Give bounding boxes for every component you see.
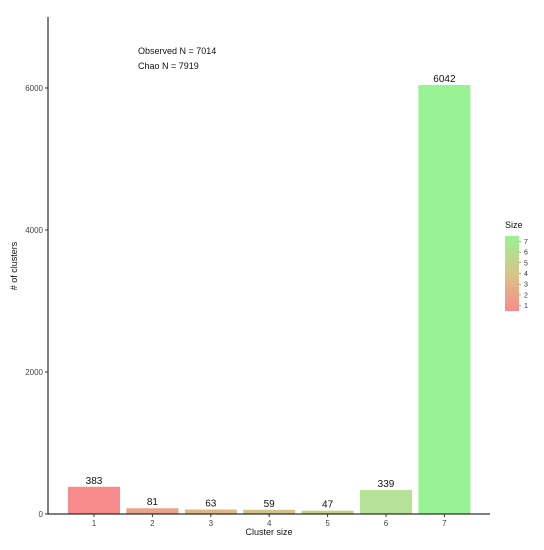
legend-labels-group: 7 6 5 4 3 2 1 (519, 239, 528, 310)
y-ticks-group: 0 2000 4000 6000 (25, 84, 48, 519)
legend-label-5: 5 (524, 260, 528, 267)
annotation-chao-n: Chao N = 7919 (138, 61, 199, 71)
x-axis-title: Cluster size (245, 527, 292, 537)
legend-label-3: 3 (524, 282, 528, 289)
legend-title: Size (505, 220, 523, 230)
legend-colorbar (505, 236, 519, 311)
data-label-2: 81 (147, 497, 159, 508)
x-tick-label-1: 1 (92, 519, 97, 528)
legend-label-7: 7 (524, 239, 528, 246)
x-tick-label-6: 6 (384, 519, 389, 528)
legend-label-2: 2 (524, 292, 528, 299)
data-label-4: 59 (264, 499, 276, 510)
legend: Size 7 6 5 4 3 2 1 (505, 220, 528, 311)
bar-4 (243, 509, 296, 514)
data-label-1: 383 (86, 476, 103, 487)
bar-1 (68, 486, 120, 514)
data-labels-group: 383 81 63 59 47 339 6042 (86, 74, 456, 511)
bars-group (68, 85, 471, 514)
bar-3 (184, 509, 237, 514)
y-tick-label-6000: 6000 (25, 84, 43, 93)
legend-label-1: 1 (524, 303, 528, 310)
x-tick-label-4: 4 (267, 519, 272, 528)
y-tick-label-2000: 2000 (25, 368, 43, 377)
y-tick-label-4000: 4000 (25, 226, 43, 235)
x-ticks-group: 1 2 3 4 5 6 7 (92, 514, 447, 528)
legend-label-6: 6 (524, 250, 528, 257)
x-tick-label-5: 5 (325, 519, 330, 528)
data-label-7: 6042 (433, 74, 456, 85)
y-axis-title: # of clusters (9, 241, 19, 290)
bar-6 (360, 489, 412, 514)
data-label-5: 47 (322, 500, 334, 511)
x-tick-label-3: 3 (209, 519, 214, 528)
bar-2 (126, 508, 179, 514)
data-label-6: 339 (378, 479, 395, 490)
x-tick-label-2: 2 (150, 519, 155, 528)
bar-7 (418, 85, 471, 514)
annotation-observed-n: Observed N = 7014 (138, 46, 216, 56)
y-tick-label-0: 0 (39, 510, 44, 519)
bar-5 (301, 510, 354, 514)
data-label-3: 63 (205, 499, 217, 510)
legend-label-4: 4 (524, 271, 528, 278)
x-tick-label-7: 7 (442, 519, 447, 528)
